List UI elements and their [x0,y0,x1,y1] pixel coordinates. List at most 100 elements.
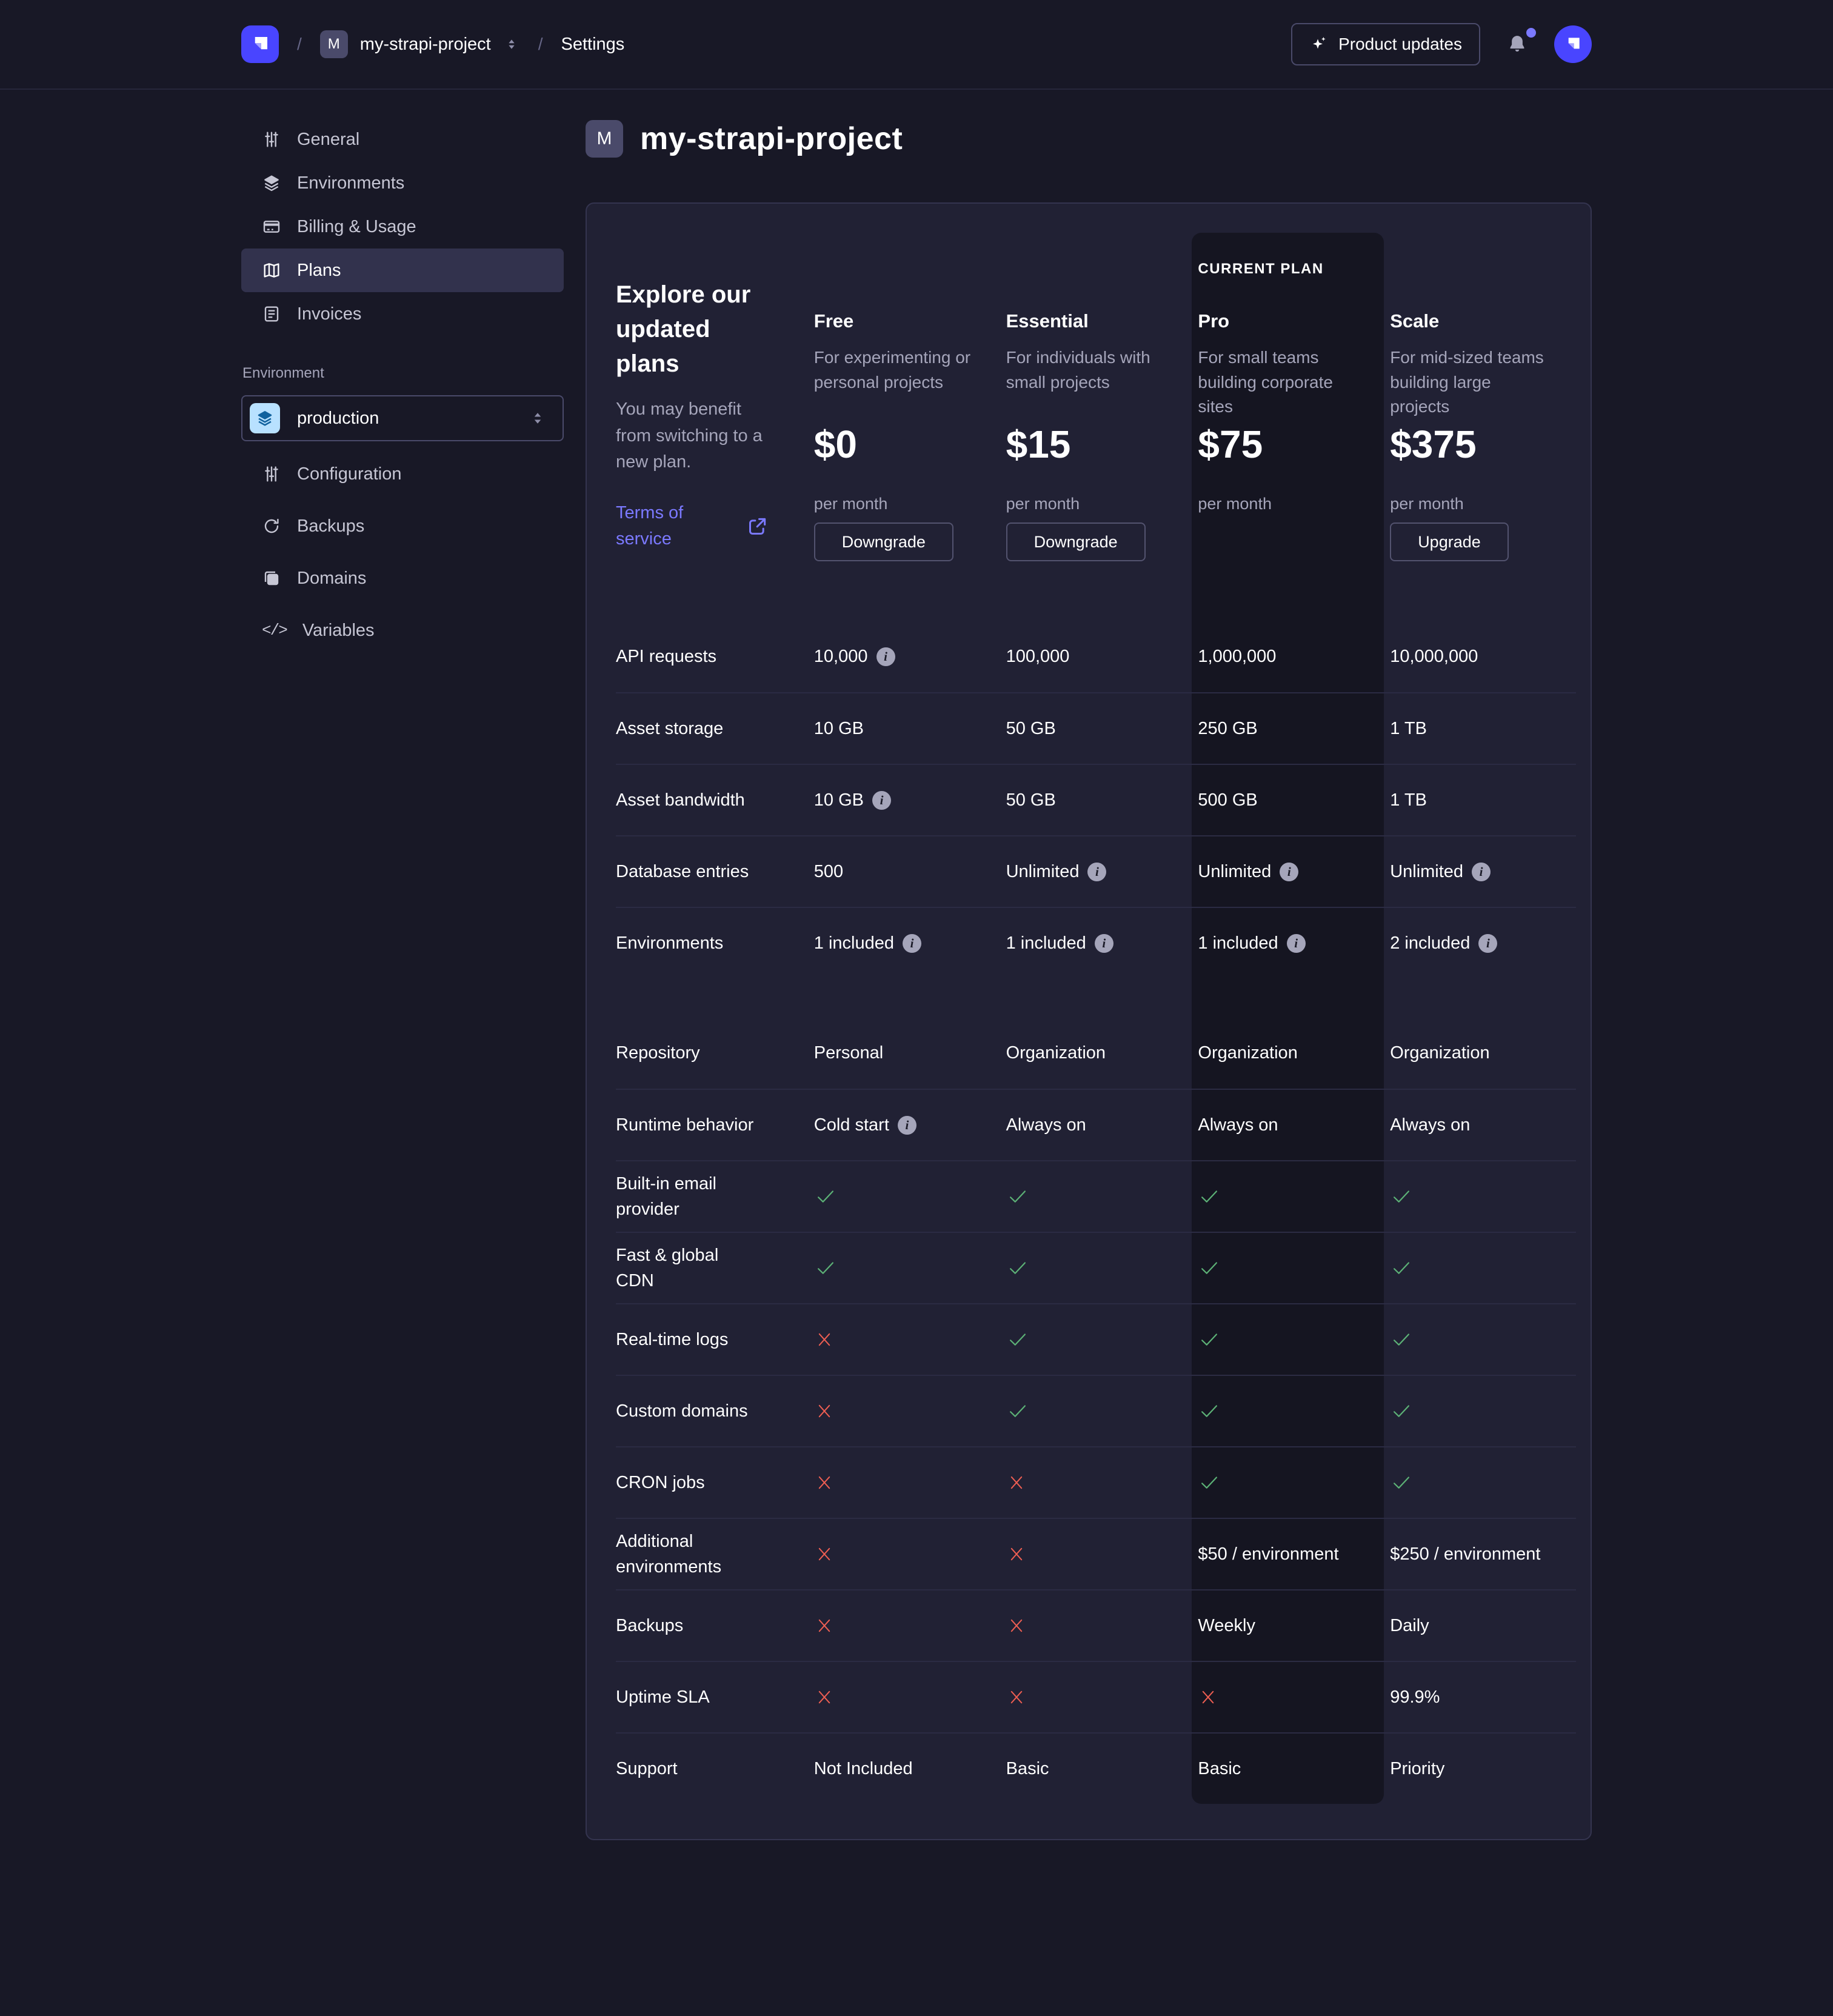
check-icon [1009,1405,1026,1417]
feature-value: Unlimited i [1192,835,1384,907]
feature-value [1192,1303,1384,1375]
feature-value [807,1375,1000,1446]
plan-price: $15 [1006,422,1071,466]
product-updates-button[interactable]: Product updates [1291,23,1480,65]
info-icon[interactable]: i [872,790,892,810]
feature-value-text: Weekly [1198,1615,1255,1635]
feature-value [1192,1661,1384,1732]
feature-value-text: 500 GB [1198,790,1258,810]
plan-action-cell-scale: Upgrade [1384,518,1576,621]
copy-icon [262,569,281,588]
downgrade-essential-button[interactable]: Downgrade [1006,522,1146,561]
downgrade-free-button[interactable]: Downgrade [813,522,953,561]
sidebar-item-general[interactable]: General [241,118,564,161]
feature-value: Priority [1384,1732,1576,1804]
sidebar-item-invoices[interactable]: Invoices [241,292,564,336]
sidebar-item-backups[interactable]: Backups [241,504,564,548]
feature-value-text: 1 included [813,933,895,953]
card-bottom-pad [1384,1804,1576,1839]
avatar-strapi-icon [1563,35,1583,54]
card-bottom-pad [1000,1804,1192,1839]
plan-name: Pro [1198,310,1230,332]
project-switcher[interactable]: M my-strapi-project [319,30,520,58]
feature-value: Always on [1000,1089,1192,1160]
feature-value: 50 GB [1000,692,1192,764]
project-title-badge: M [586,120,623,158]
plan-period: per month [1390,495,1464,513]
plan-name: Free [813,310,854,332]
sidebar-item-environments[interactable]: Environments [241,161,564,205]
breadcrumb-settings: Settings [561,34,625,54]
feature-value: Organization [1000,1017,1192,1089]
feature-value [1000,1518,1192,1589]
feature-value-text: Cold start [813,1115,889,1135]
feature-value [807,1160,1000,1232]
current-plan-badge: CURRENT PLAN [1198,261,1324,277]
info-icon[interactable]: i [1472,862,1491,881]
invoice-icon [262,304,281,324]
sidebar-item-variables[interactable]: </> Variables [262,620,375,640]
feature-label: Asset storage [616,692,808,764]
feature-value: 50 GB [1000,764,1192,835]
feature-value-text: 10 GB [813,718,864,738]
chevron-updown-icon [529,409,547,427]
feature-value-text: 1,000,000 [1198,646,1277,666]
feature-value: Personal [808,1017,1000,1089]
check-icon [817,1190,833,1203]
info-icon[interactable]: i [1280,862,1299,881]
feature-value [1192,1375,1384,1446]
plan-period: per month [1198,495,1272,513]
info-icon[interactable]: i [1286,933,1306,953]
card-bottom-pad [616,1804,808,1839]
sidebar-item-domains[interactable]: Domains [241,556,564,600]
environment-value: production [297,408,379,428]
sidebar-item-billing-usage[interactable]: Billing & Usage [241,205,564,249]
credit-card-icon [262,217,281,236]
cross-icon [1203,1691,1214,1704]
feature-value-text: $50 / environment [1198,1544,1339,1564]
chevron-updown-icon [503,36,520,53]
feature-value-text: Unlimited [1198,861,1272,881]
info-icon[interactable]: i [897,1115,916,1135]
info-icon[interactable]: i [1478,933,1498,953]
avatar[interactable] [1554,25,1592,63]
feature-value: 250 GB [1192,692,1384,764]
sidebar-item-configuration[interactable]: Configuration [241,452,564,496]
info-icon[interactable]: i [903,933,922,953]
cross-icon [1010,1619,1022,1632]
strapi-logo[interactable] [241,25,279,63]
feature-value-text: Basic [1198,1758,1241,1778]
environment-label: Environment [242,365,324,381]
feature-label: CRON jobs [616,1446,808,1518]
feature-value-text: Unlimited [1390,861,1464,881]
main-content: M my-strapi-project Explore our updated … [586,118,1592,1840]
feature-label: Support [616,1732,808,1804]
info-icon[interactable]: i [1087,862,1107,881]
plan-period: per month [1006,495,1080,513]
plans-heading: Explore our updated plans [616,281,751,377]
feature-value: Daily [1384,1589,1576,1661]
feature-value-text: Organization [1390,1043,1490,1063]
feature-value-text: 1 included [1006,933,1086,953]
info-icon[interactable]: i [1094,933,1113,953]
feature-value: 100,000 [1000,621,1192,692]
feature-label: API requests [616,646,717,666]
sidebar-item-plans[interactable]: Plans [241,249,564,292]
feature-value-text: 2 included [1390,933,1471,953]
check-icon [1201,1477,1218,1489]
feature-value-text: 10,000 [813,646,868,666]
feature-value: 99.9% [1384,1661,1576,1732]
terms-of-service-link[interactable]: Terms of service [616,502,684,549]
check-icon [1009,1333,1026,1346]
feature-label: Real-time logs [616,1303,808,1375]
notifications-button[interactable] [1506,28,1536,56]
environment-select[interactable]: production [241,395,564,441]
section-spacer [1384,978,1576,1017]
sidebar: General Environments Billing & Usage Pla… [241,118,564,1840]
plan-name: Essential [1006,310,1089,332]
check-icon [1201,1190,1218,1203]
feature-value-text: 100,000 [1006,646,1070,666]
feature-value: Not Included [807,1732,1000,1804]
upgrade-scale-button[interactable]: Upgrade [1390,522,1509,561]
info-icon[interactable]: i [876,647,895,666]
